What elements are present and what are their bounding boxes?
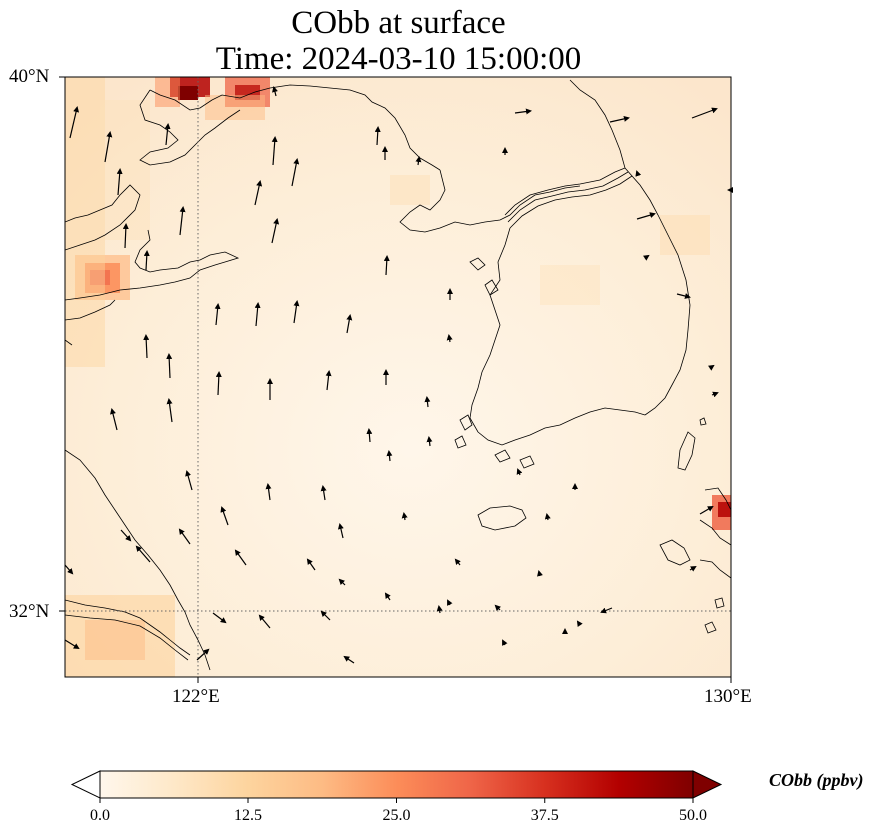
wind-arrow	[689, 565, 697, 572]
wind-arrow	[436, 605, 443, 614]
colorbar	[70, 770, 723, 803]
wind-arrow	[104, 131, 113, 163]
wind-arrow	[196, 648, 210, 661]
colorbar-extend-max	[692, 770, 723, 799]
wind-arrow	[576, 620, 583, 627]
wind-arrow	[338, 578, 346, 586]
wind-arrow	[337, 523, 344, 539]
wind-arrow	[220, 506, 229, 526]
map-time: Time: 2024-03-10 15:00:00	[215, 41, 582, 77]
wind-arrow	[164, 123, 171, 146]
wind-arrow	[214, 303, 221, 326]
wind-arrow	[384, 592, 391, 601]
wind-arrow	[135, 545, 151, 563]
wind-vectors	[64, 86, 733, 664]
wind-arrow	[120, 529, 132, 542]
wind-arrow	[691, 107, 718, 119]
wind-arrow	[676, 293, 691, 299]
wind-arrow	[271, 136, 278, 166]
wind-arrow	[343, 655, 355, 664]
wind-arrow	[254, 180, 263, 206]
wind-arrow	[306, 558, 316, 571]
colorbar-tick-2: 25.0	[382, 807, 411, 824]
wind-arrow	[494, 604, 501, 611]
wind-arrow	[122, 223, 129, 249]
wind-arrow	[401, 512, 408, 521]
wind-arrow	[383, 255, 390, 276]
wind-arrow	[254, 302, 261, 327]
wind-arrow	[325, 370, 332, 391]
wind-arrow	[291, 158, 300, 187]
wind-arrow	[166, 398, 173, 423]
wind-arrow	[366, 428, 373, 443]
wind-arrow	[446, 334, 453, 343]
lat-label-32n: 32°N	[9, 601, 50, 622]
wind-arrow	[699, 505, 714, 515]
wind-arrow	[185, 470, 193, 491]
axis-ticks	[59, 76, 732, 683]
colorbar-gradient	[100, 771, 693, 798]
colorbar-tick-0: 0.0	[90, 807, 110, 824]
lon-label-130e: 130°E	[704, 686, 752, 707]
concentration-field	[65, 77, 731, 677]
gridlines	[65, 77, 731, 677]
wind-arrow	[635, 170, 642, 177]
wind-arrow	[293, 300, 300, 324]
wind-arrow	[544, 513, 551, 521]
wind-arrow	[179, 206, 186, 236]
wind-arrow	[447, 599, 453, 606]
wind-arrow	[600, 607, 613, 614]
wind-arrow	[110, 408, 118, 431]
wind-arrow	[166, 353, 173, 379]
colorbar-extend-min	[70, 770, 101, 799]
colorbar-tick-4: 50.0	[679, 807, 707, 824]
wind-arrow	[424, 396, 431, 408]
coastlines	[65, 79, 731, 671]
colorbar-tick-1: 12.5	[234, 807, 262, 824]
wind-arrow	[374, 126, 381, 146]
lon-label-122e: 122°E	[172, 686, 220, 707]
wind-arrow	[271, 218, 280, 244]
wind-arrow	[64, 639, 80, 650]
wind-arrow	[636, 212, 656, 220]
map-title: CObb at surface	[291, 5, 506, 41]
wind-arrow	[64, 564, 74, 575]
lat-label-40n: 40°N	[9, 66, 50, 87]
wind-arrow	[514, 108, 532, 115]
wind-arrow	[69, 106, 80, 139]
wind-arrow	[265, 483, 272, 501]
wind-arrow	[116, 168, 123, 196]
wind-arrow	[643, 254, 650, 261]
wind-arrow	[272, 86, 278, 97]
wind-arrow	[426, 436, 433, 447]
wind-arrow	[234, 549, 247, 566]
wind-arrow	[516, 468, 523, 476]
wind-arrow	[537, 570, 543, 577]
colorbar-label: CObb (ppbv)	[769, 770, 864, 790]
wind-arrow	[415, 156, 422, 166]
wind-arrow	[320, 485, 327, 501]
map-frame	[64, 76, 732, 678]
wind-arrow	[143, 334, 150, 359]
wind-arrow	[708, 364, 715, 371]
wind-arrow	[711, 391, 719, 398]
wind-arrow	[258, 614, 271, 629]
wind-arrow	[215, 371, 222, 396]
wind-arrow	[346, 314, 353, 334]
wind-arrow	[386, 450, 393, 462]
wind-arrow	[178, 528, 191, 545]
wind-arrow	[320, 610, 331, 621]
wind-arrow	[212, 612, 227, 624]
wind-arrow	[609, 115, 630, 123]
wind-arrow	[502, 639, 508, 646]
colorbar-tick-3: 37.5	[530, 807, 559, 824]
wind-arrow	[143, 250, 150, 271]
wind-arrow	[454, 558, 461, 566]
